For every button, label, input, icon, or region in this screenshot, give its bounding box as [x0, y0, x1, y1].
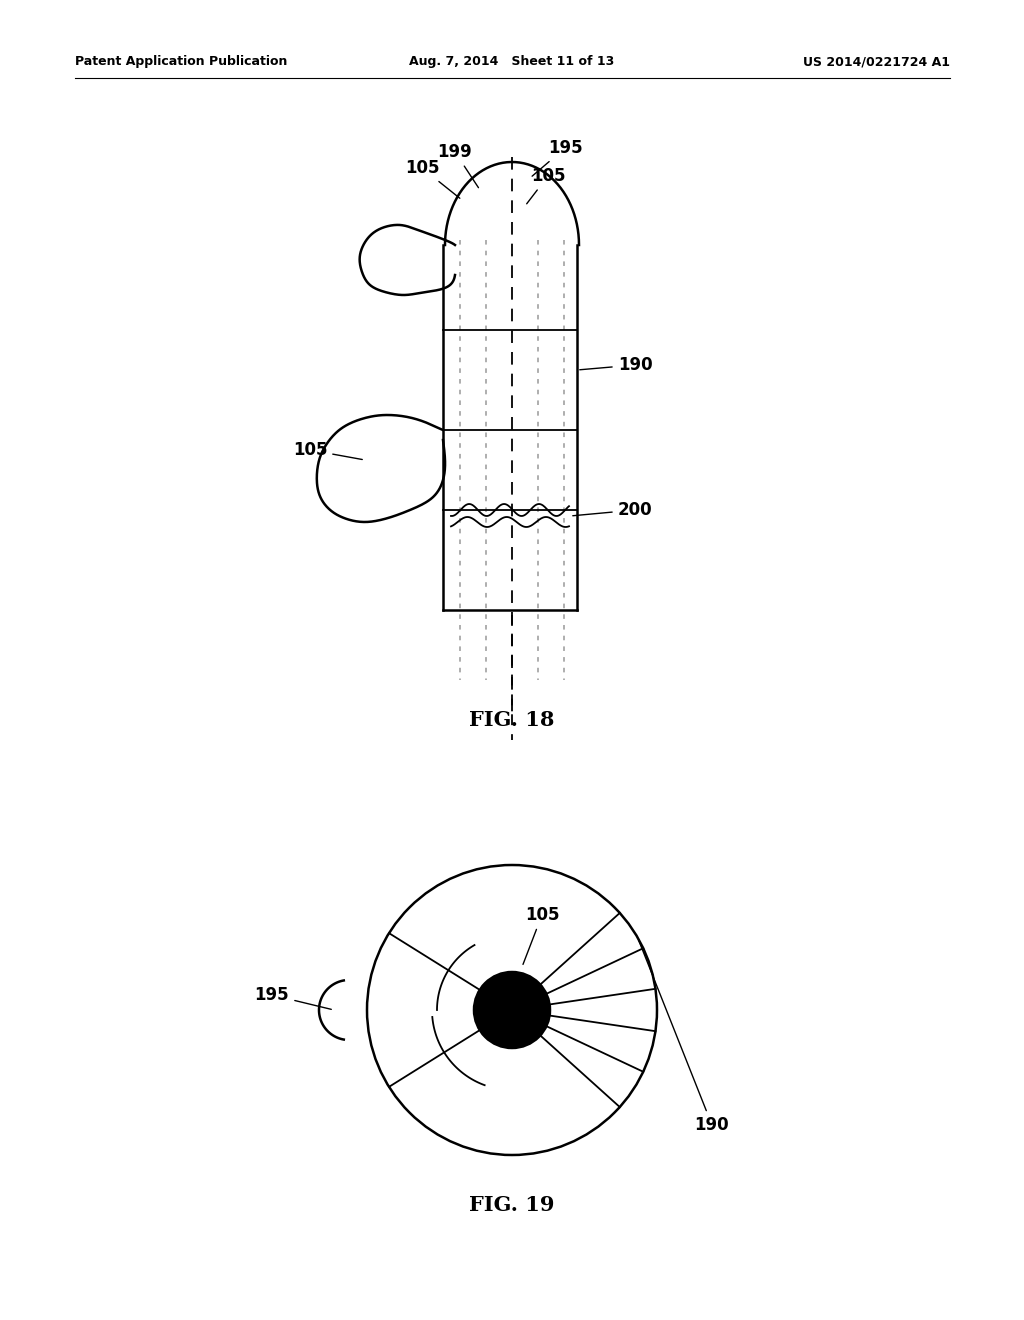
Text: Aug. 7, 2014   Sheet 11 of 13: Aug. 7, 2014 Sheet 11 of 13 [410, 55, 614, 69]
Text: 200: 200 [572, 502, 652, 519]
Text: US 2014/0221724 A1: US 2014/0221724 A1 [803, 55, 950, 69]
Text: 190: 190 [580, 356, 652, 374]
Text: 105: 105 [293, 441, 362, 459]
Text: 105: 105 [526, 168, 565, 203]
Circle shape [474, 972, 550, 1048]
Text: 190: 190 [639, 940, 729, 1134]
Text: FIG. 19: FIG. 19 [469, 1195, 555, 1214]
Text: 195: 195 [532, 139, 583, 176]
Text: 199: 199 [437, 143, 478, 187]
Text: FIG. 18: FIG. 18 [469, 710, 555, 730]
Text: 195: 195 [255, 986, 332, 1010]
Text: Patent Application Publication: Patent Application Publication [75, 55, 288, 69]
Text: 105: 105 [404, 158, 460, 198]
Text: 105: 105 [523, 906, 559, 965]
